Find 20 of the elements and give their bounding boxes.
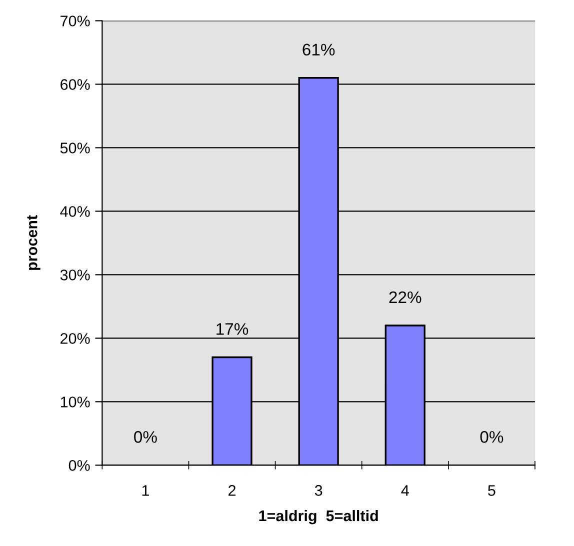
y-tick-label: 40% — [60, 206, 90, 217]
data-label: 0% — [480, 431, 504, 443]
y-tick-label: 30% — [60, 270, 90, 280]
x-axis-title: 1=aldrig 5=alltid — [259, 510, 378, 524]
x-tick-label: 4 — [401, 485, 409, 496]
data-label: 22% — [389, 291, 422, 304]
data-label: 17% — [216, 323, 248, 335]
x-tick-label: 5 — [488, 485, 496, 496]
x-tick-label: 3 — [314, 485, 322, 496]
data-label: 0% — [134, 431, 157, 443]
y-tick-label: 10% — [60, 396, 90, 408]
y-tick-label: 50% — [60, 142, 90, 154]
y-tick-label: 70% — [60, 16, 90, 26]
data-label: 61% — [302, 44, 335, 56]
y-tick-label: 0% — [68, 460, 90, 471]
x-tick-label: 1 — [142, 485, 149, 496]
y-tick-label: 60% — [60, 79, 90, 90]
y-tick-label: 20% — [60, 333, 90, 344]
x-tick-label: 2 — [228, 485, 236, 496]
y-axis-title: procent — [27, 215, 40, 270]
